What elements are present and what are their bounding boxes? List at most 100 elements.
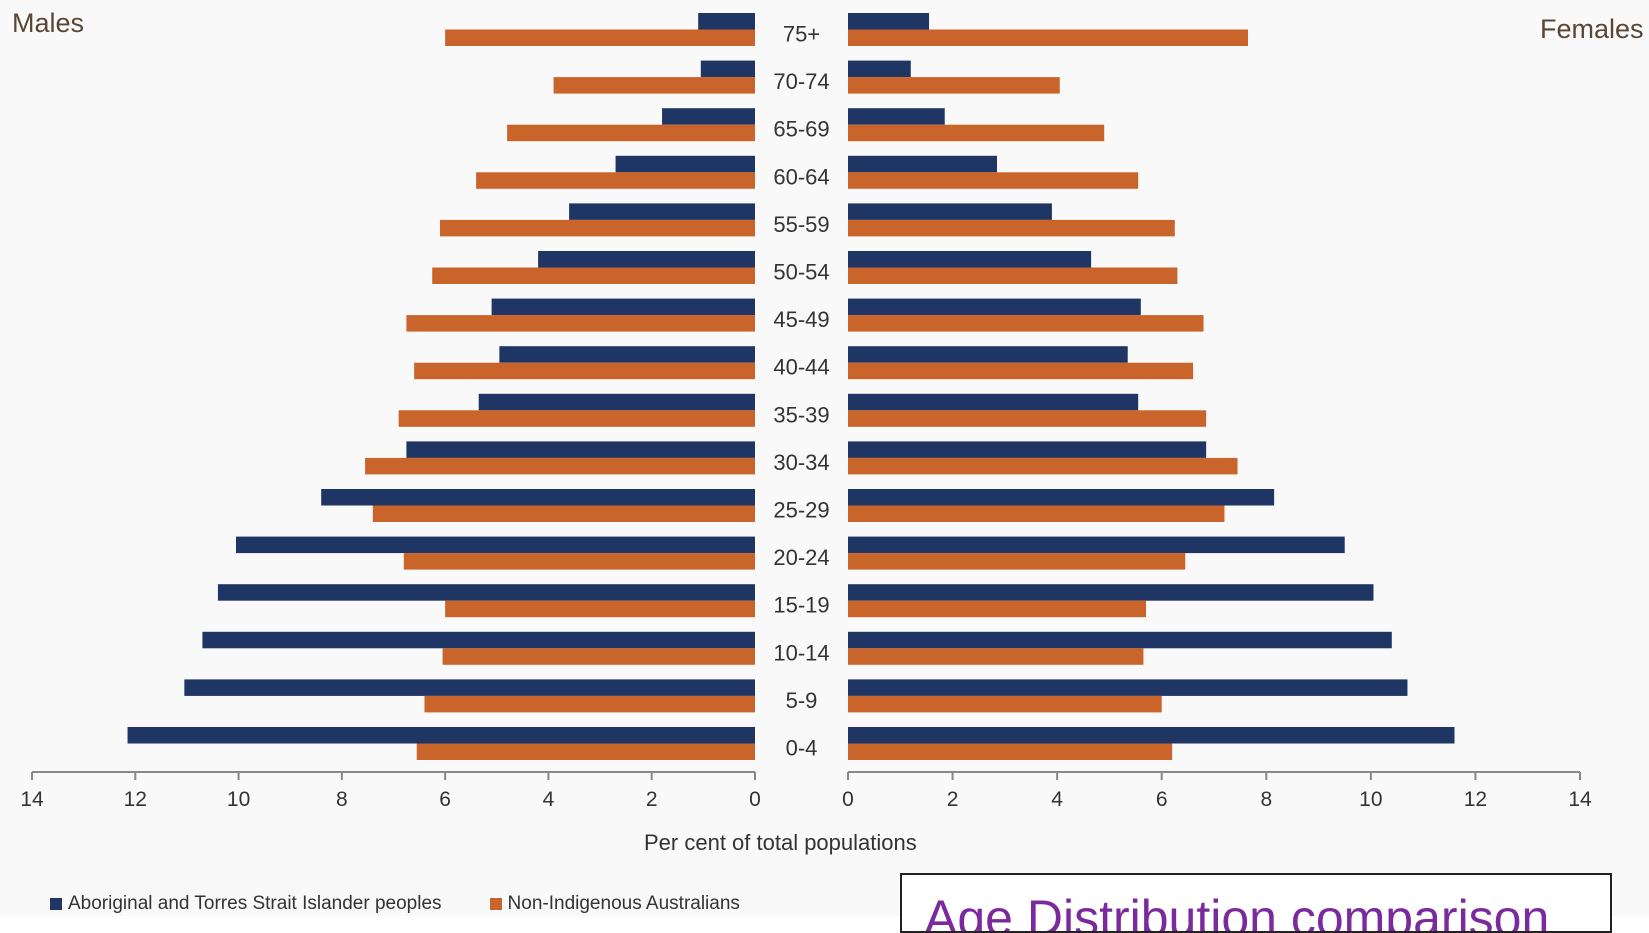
caption-text: Age Distribution comparison	[924, 890, 1550, 933]
age-group-label: 0-4	[786, 736, 818, 761]
bar-male-non-indigenous	[507, 124, 755, 142]
bar-female-non-indigenous	[848, 362, 1194, 380]
bar-female-indigenous	[848, 155, 998, 173]
bar-male-indigenous	[538, 251, 755, 268]
bar-female-non-indigenous	[848, 505, 1225, 522]
tick-label-females: 10	[1359, 788, 1382, 811]
bar-female-non-indigenous	[848, 600, 1147, 618]
bar-female-indigenous	[848, 251, 1092, 268]
bar-male-indigenous	[217, 584, 755, 601]
tick-label-males: 14	[20, 788, 44, 811]
bar-female-non-indigenous	[848, 77, 1060, 94]
tick-label-females: 6	[1156, 788, 1168, 811]
caption-box: Age Distribution comparison	[900, 873, 1612, 933]
bar-female-indigenous	[848, 298, 1141, 316]
age-group-label: 5-9	[786, 688, 818, 713]
legend-swatch-indigenous	[50, 898, 62, 910]
bar-female-indigenous	[848, 441, 1207, 458]
tick-label-males: 4	[543, 788, 555, 811]
age-group-label: 45-49	[773, 307, 829, 332]
bar-male-non-indigenous	[439, 219, 755, 237]
age-group-label: 30-34	[773, 450, 829, 475]
tick-label-males: 12	[124, 788, 147, 811]
legend-swatch-non-indigenous	[489, 898, 502, 910]
tick-label-females: 8	[1260, 788, 1272, 811]
bar-male-indigenous	[698, 13, 755, 30]
bar-male-indigenous	[662, 108, 755, 125]
bar-female-indigenous	[848, 584, 1374, 601]
legend-item-non-indigenous: Non-Indigenous Australians	[489, 893, 740, 915]
tick-label-females: 4	[1051, 788, 1063, 811]
bar-male-non-indigenous	[432, 267, 755, 284]
bar-male-indigenous	[478, 393, 755, 411]
bar-female-non-indigenous	[848, 648, 1144, 665]
bar-female-indigenous	[848, 108, 945, 125]
bar-male-non-indigenous	[442, 648, 755, 665]
age-group-label: 75+	[783, 22, 820, 47]
age-group-label: 65-69	[773, 117, 829, 142]
age-group-label: 35-39	[773, 402, 829, 427]
age-group-label: 70-74	[773, 69, 829, 94]
age-group-label: 60-64	[773, 164, 829, 189]
bar-male-indigenous	[569, 203, 755, 220]
bar-male-indigenous	[321, 489, 755, 506]
bar-male-non-indigenous	[372, 505, 755, 522]
bar-male-non-indigenous	[424, 695, 755, 713]
males-label: Males	[12, 8, 85, 38]
tick-label-males: 2	[646, 788, 658, 811]
bar-female-non-indigenous	[848, 410, 1207, 427]
bar-male-non-indigenous	[365, 457, 755, 475]
bar-male-non-indigenous	[414, 362, 755, 380]
age-group-label: 20-24	[773, 545, 829, 570]
bar-female-non-indigenous	[848, 172, 1139, 189]
bar-male-non-indigenous	[445, 29, 755, 46]
bar-male-indigenous	[700, 60, 755, 78]
tick-label-females: 12	[1464, 788, 1487, 811]
bar-female-indigenous	[848, 727, 1455, 744]
bar-male-indigenous	[184, 679, 755, 696]
legend-item-indigenous: Aboriginal and Torres Strait Islander pe…	[50, 893, 442, 915]
bar-female-indigenous	[848, 536, 1345, 554]
age-group-label: 55-59	[773, 212, 829, 237]
bar-female-non-indigenous	[848, 124, 1105, 142]
age-group-label: 40-44	[773, 355, 829, 380]
bar-male-non-indigenous	[403, 553, 755, 570]
age-group-label: 50-54	[773, 260, 829, 285]
bar-male-indigenous	[235, 536, 756, 554]
bar-male-indigenous	[491, 298, 755, 316]
bar-male-non-indigenous	[398, 410, 755, 427]
bar-male-non-indigenous	[406, 315, 755, 332]
bar-male-non-indigenous	[553, 77, 755, 94]
bar-female-indigenous	[848, 631, 1392, 649]
tick-label-males: 8	[336, 788, 348, 811]
x-axis-title: Per cent of total populations	[644, 830, 917, 855]
legend-label-indigenous: Aboriginal and Torres Strait Islander pe…	[68, 893, 442, 914]
bar-female-non-indigenous	[848, 267, 1178, 284]
tick-label-females: 2	[947, 788, 959, 811]
bar-female-non-indigenous	[848, 219, 1175, 237]
bar-male-non-indigenous	[476, 172, 755, 189]
legend-label-non-indigenous: Non-Indigenous Australians	[507, 893, 740, 914]
age-group-label: 25-29	[773, 498, 829, 523]
bar-male-indigenous	[499, 346, 755, 363]
tick-label-males: 0	[749, 788, 761, 811]
bar-female-indigenous	[848, 13, 930, 30]
bar-female-indigenous	[848, 679, 1408, 696]
bar-female-indigenous	[848, 393, 1139, 411]
bar-female-non-indigenous	[848, 315, 1204, 332]
bar-male-non-indigenous	[445, 600, 755, 618]
legend: Aboriginal and Torres Strait Islander pe…	[50, 893, 740, 915]
bar-male-indigenous	[615, 155, 755, 173]
bar-female-indigenous	[848, 346, 1128, 363]
bar-male-indigenous	[202, 631, 755, 649]
bar-female-non-indigenous	[848, 553, 1186, 570]
bar-female-non-indigenous	[848, 743, 1173, 760]
bar-female-non-indigenous	[848, 457, 1238, 475]
age-group-label: 15-19	[773, 593, 829, 618]
tick-label-females: 14	[1568, 788, 1592, 811]
tick-label-males: 6	[439, 788, 451, 811]
bar-male-indigenous	[127, 727, 755, 744]
bar-female-indigenous	[848, 60, 911, 78]
